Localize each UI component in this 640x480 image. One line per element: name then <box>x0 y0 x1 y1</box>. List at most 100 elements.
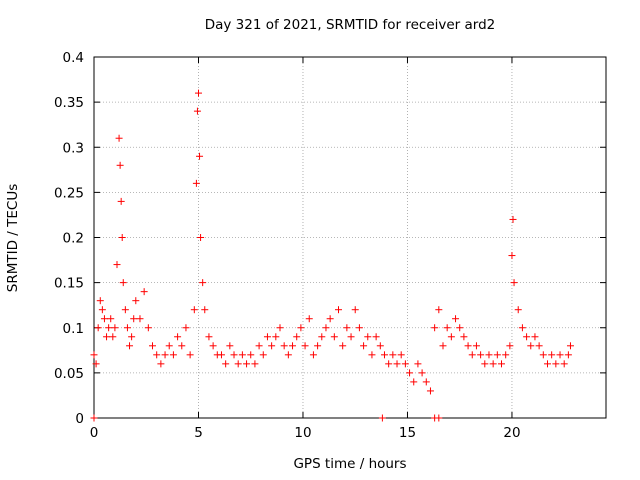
data-point <box>422 378 430 386</box>
data-point <box>90 414 98 422</box>
data-point <box>481 360 489 368</box>
data-point <box>297 324 305 332</box>
data-point <box>259 351 267 359</box>
data-point <box>460 333 468 341</box>
data-point <box>268 342 276 350</box>
x-tick-label: 15 <box>399 425 416 441</box>
data-point <box>401 360 409 368</box>
data-point <box>447 333 455 341</box>
data-point <box>493 351 501 359</box>
data-point <box>272 333 280 341</box>
data-point <box>385 360 393 368</box>
data-point <box>209 342 217 350</box>
data-point <box>406 369 414 377</box>
data-point <box>289 342 297 350</box>
data-point <box>314 342 322 350</box>
x-tick-label: 5 <box>194 425 203 441</box>
data-point <box>498 360 506 368</box>
data-point <box>263 333 271 341</box>
data-point <box>132 297 140 305</box>
data-point <box>117 197 125 205</box>
axis-ticks: 0 0.05 0.1 0.15 0.2 0.25 0.3 0.35 0.4 0 5 10 15 20 <box>54 50 606 441</box>
y-tick-label: 0.15 <box>54 276 84 292</box>
data-point <box>96 297 104 305</box>
data-point <box>485 351 493 359</box>
data-point <box>107 315 115 323</box>
data-point <box>305 315 313 323</box>
data-point <box>343 324 351 332</box>
data-point <box>149 342 157 350</box>
data-point <box>435 414 443 422</box>
data-point <box>472 342 480 350</box>
data-point <box>380 351 388 359</box>
data-point <box>364 333 372 341</box>
data-point <box>397 351 405 359</box>
data-point <box>165 342 173 350</box>
data-point <box>247 351 255 359</box>
y-axis-label: SRMTID / TECUs <box>5 183 21 293</box>
data-point <box>443 324 451 332</box>
data-point <box>174 333 182 341</box>
data-point <box>518 324 526 332</box>
data-point <box>194 89 202 97</box>
data-point <box>508 252 516 260</box>
data-point <box>197 234 205 241</box>
data-point <box>121 306 129 314</box>
data-point <box>276 324 284 332</box>
x-tick-label: 10 <box>294 425 311 441</box>
data-point <box>514 306 522 314</box>
data-point <box>103 333 111 341</box>
y-tick-label: 0 <box>75 411 84 427</box>
data-point <box>531 333 539 341</box>
data-point <box>230 351 238 359</box>
data-point <box>556 351 564 359</box>
data-point <box>92 360 100 368</box>
data-point <box>309 351 317 359</box>
data-point <box>452 315 460 323</box>
data-point <box>126 342 134 350</box>
data-point <box>113 261 121 269</box>
data-point <box>115 134 123 142</box>
data-point <box>98 306 106 314</box>
data-point <box>456 324 464 332</box>
data-point <box>234 360 242 368</box>
data-point <box>157 360 165 368</box>
x-tick-label: 0 <box>90 425 99 441</box>
data-point <box>335 306 343 314</box>
data-point <box>368 351 376 359</box>
data-point <box>153 351 161 359</box>
data-point <box>109 333 117 341</box>
data-point <box>280 342 288 350</box>
data-points <box>90 89 574 422</box>
data-point <box>293 333 301 341</box>
data-point <box>506 342 514 350</box>
data-point <box>123 324 131 332</box>
data-point <box>169 351 177 359</box>
data-point <box>376 342 384 350</box>
data-point <box>136 315 144 323</box>
data-point <box>509 215 517 223</box>
data-point <box>426 387 434 395</box>
data-point <box>548 351 556 359</box>
data-point <box>552 360 560 368</box>
data-point <box>205 333 213 341</box>
data-point <box>410 378 418 386</box>
data-point <box>360 342 368 350</box>
data-point <box>116 161 124 169</box>
data-point <box>414 360 422 368</box>
data-point <box>431 324 439 332</box>
y-tick-label: 0.3 <box>63 140 84 156</box>
data-point <box>284 351 292 359</box>
data-point <box>418 369 426 377</box>
data-point <box>140 288 148 296</box>
data-point <box>326 315 334 323</box>
data-point <box>90 351 98 359</box>
data-point <box>378 414 386 422</box>
data-point <box>527 342 535 350</box>
data-point <box>439 342 447 350</box>
data-point <box>182 324 190 332</box>
data-point <box>226 342 234 350</box>
x-tick-label: 20 <box>503 425 520 441</box>
data-point <box>339 342 347 350</box>
